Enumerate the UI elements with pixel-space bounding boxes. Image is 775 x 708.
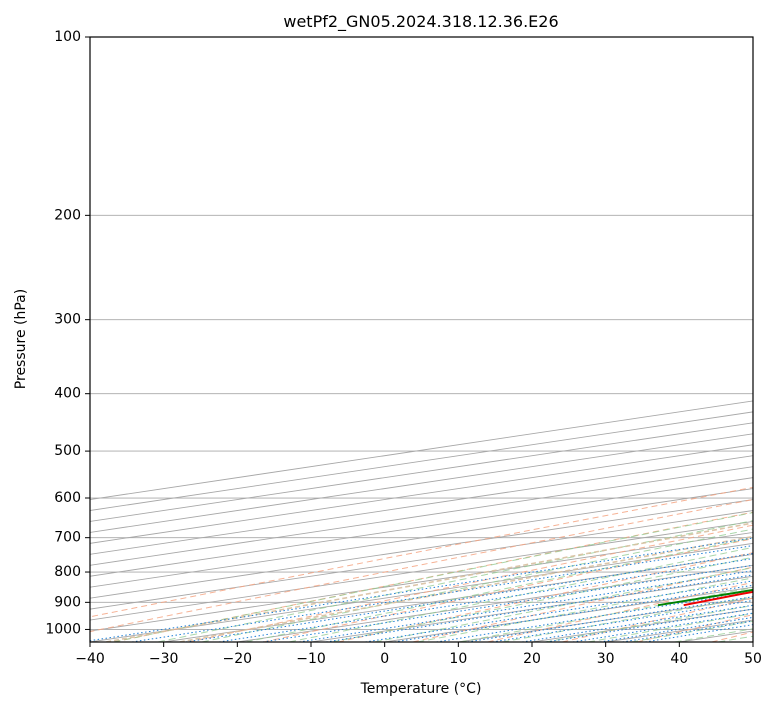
moist-adiabat — [417, 577, 753, 642]
x-axis-label: Temperature (°C) — [360, 681, 482, 697]
mixing-ratio-line — [90, 537, 753, 642]
mixing-ratio-lines — [90, 537, 753, 642]
plot-area: -100-90-80-70-60-50-40-30-20-10010203040… — [90, 37, 753, 642]
isotherm--50 — [90, 531, 753, 632]
mixing-ratio-line — [546, 608, 753, 642]
chart-title: wetPf2_GN05.2024.318.12.36.E26 — [283, 12, 558, 32]
y-tick-label: 500 — [54, 443, 81, 459]
moist-adiabat — [113, 512, 753, 642]
frost-point-curve — [179, 535, 753, 642]
mixing-ratio-line — [218, 558, 753, 642]
y-tick-label: 100 — [54, 29, 81, 45]
frost-point-curve — [106, 522, 753, 642]
x-tick-label: −10 — [296, 651, 326, 667]
isotherm--60 — [90, 520, 753, 621]
y-tick-label: 300 — [54, 312, 81, 328]
dry-adiabat — [90, 486, 753, 618]
x-axis-ticks: −40 −30 −20 −10 0 10 20 30 40 50 — [75, 642, 762, 667]
y-tick-label: 400 — [54, 386, 81, 402]
x-tick-label: 10 — [449, 651, 467, 667]
isotherm--120 — [90, 455, 753, 555]
isotherm--80 — [90, 499, 753, 599]
dry-adiabat — [263, 538, 753, 642]
isotherm-lines — [90, 400, 753, 642]
moist-adiabat — [245, 537, 753, 642]
isotherm--90 — [90, 488, 753, 588]
mixing-ratio-line — [572, 612, 753, 642]
dry-adiabats — [90, 486, 753, 642]
y-tick-label: 900 — [54, 594, 81, 610]
y-tick-label: 200 — [54, 207, 81, 223]
mixing-ratio-line — [599, 616, 753, 642]
moist-adiabat — [289, 546, 753, 642]
dry-adiabat — [90, 499, 753, 633]
x-tick-label: 50 — [744, 651, 762, 667]
x-tick-label: 20 — [523, 651, 541, 667]
frost-point-curves — [106, 522, 753, 642]
y-axis-label: Pressure (hPa) — [13, 289, 29, 389]
dry-adiabat — [487, 581, 753, 642]
y-tick-label: 600 — [54, 490, 81, 506]
dry-adiabat — [188, 524, 753, 642]
x-tick-label: 0 — [380, 651, 389, 667]
mixing-ratio-line — [522, 604, 753, 642]
y-tick-label: 800 — [54, 564, 81, 580]
y-tick-label: 700 — [54, 530, 81, 546]
x-tick-label: 30 — [597, 651, 615, 667]
isotherm--100 — [90, 477, 753, 577]
isotherm--130 — [90, 444, 753, 544]
x-tick-label: −30 — [149, 651, 179, 667]
moist-adiabat — [502, 596, 753, 642]
plot-frame — [89, 36, 754, 643]
y-tick-label: 1000 — [45, 621, 81, 637]
y-axis-ticks: 100 200 300 400 500 600 700 800 900 1000 — [45, 29, 90, 637]
mixing-ratio-line — [131, 545, 753, 642]
mixing-ratio-line — [492, 600, 753, 642]
x-tick-label: 40 — [670, 651, 688, 667]
x-tick-label: −40 — [75, 651, 105, 667]
moist-adiabat — [332, 556, 753, 642]
isotherm--110 — [90, 466, 753, 566]
dry-adiabat — [412, 566, 753, 642]
isotherm--70 — [90, 510, 753, 610]
x-tick-label: −20 — [223, 651, 253, 667]
mixing-ratio-line — [185, 553, 753, 642]
